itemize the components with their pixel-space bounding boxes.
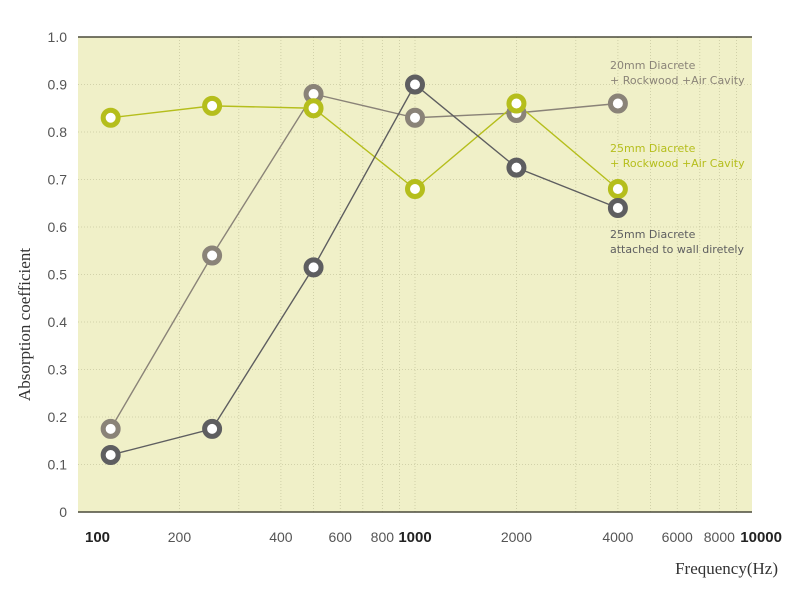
legend-label: 25mm Diacrete [610, 228, 696, 241]
data-point [100, 107, 121, 128]
data-point [303, 257, 324, 278]
y-tick-label: 0 [59, 504, 67, 520]
x-tick-label: 600 [329, 529, 353, 545]
y-tick-labels: 0 0.1 0.2 0.3 0.4 0.5 0.6 0.7 0.8 0.9 1.0 [48, 29, 68, 520]
data-point [202, 418, 223, 439]
y-axis-label: Absorption coefficient [15, 248, 34, 401]
series-line [110, 93, 618, 430]
series-line [110, 83, 619, 456]
legend-label: 20mm Diacrete [610, 59, 696, 72]
x-tick-label: 8000 [704, 529, 735, 545]
data-point [405, 107, 425, 128]
y-tick-label: 0.1 [48, 457, 68, 473]
series-markers [100, 74, 628, 465]
y-tick-label: 0.8 [48, 124, 68, 140]
y-tick-label: 0.7 [48, 172, 68, 188]
data-point [405, 179, 425, 199]
data-point [405, 74, 425, 95]
x-tick-label: 2000 [501, 529, 532, 545]
y-tick-label: 0.5 [48, 267, 68, 283]
x-tick-label: 100 [85, 529, 110, 546]
y-tick-label: 0.3 [48, 362, 68, 378]
data-point [100, 418, 121, 439]
data-point [607, 198, 628, 218]
legend-label: attached to wall diretely [610, 243, 744, 256]
x-tick-labels: 100 200 400 600 800 1000 2000 4000 6000 8000 10000 [85, 529, 782, 546]
x-tick-label: 1000 [398, 529, 431, 546]
legend-label: 25mm Diacrete [610, 142, 696, 155]
data-point [100, 445, 121, 465]
data-point [506, 157, 527, 178]
y-tick-label: 0.9 [48, 77, 68, 93]
data-point [303, 98, 324, 119]
x-tick-label: 200 [168, 529, 192, 545]
series-lines [110, 83, 619, 456]
data-point [607, 93, 628, 114]
data-point [506, 93, 527, 114]
x-tick-label: 10000 [740, 529, 782, 546]
data-point [202, 245, 223, 266]
x-tick-label: 400 [269, 529, 293, 545]
legend: 20mm Diacrete + Rockwood +Air Cavity 25mm … [610, 59, 745, 256]
y-tick-label: 1.0 [48, 29, 68, 45]
y-tick-label: 0.6 [48, 219, 68, 235]
series-line [110, 102, 619, 190]
legend-label: + Rockwood +Air Cavity [610, 74, 745, 87]
x-tick-label: 800 [371, 529, 395, 545]
y-tick-label: 0.4 [48, 314, 68, 330]
y-tick-label: 0.2 [48, 409, 68, 425]
data-point [202, 95, 223, 116]
x-tick-label: 4000 [602, 529, 633, 545]
x-axis-label: Frequency(Hz) [675, 559, 778, 578]
x-tick-label: 6000 [662, 529, 693, 545]
legend-label: + Rockwood +Air Cavity [610, 157, 745, 170]
data-point [607, 179, 628, 199]
